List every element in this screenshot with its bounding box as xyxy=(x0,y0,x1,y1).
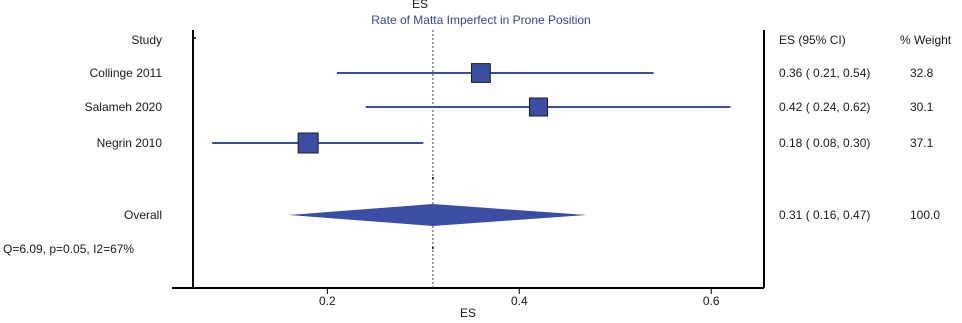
study-row: Salameh 2020 0.42 ( 0.24, 0.62) 30.1 xyxy=(85,97,934,117)
x-axis-ticks: 0.2 0.4 0.6 xyxy=(319,288,720,308)
x-tick-label: 0.4 xyxy=(511,294,528,308)
overall-weight-text: 100.0 xyxy=(910,208,940,222)
study-weight-text: 37.1 xyxy=(910,136,934,150)
x-axis-label: ES xyxy=(460,306,476,320)
study-name: Salameh 2020 xyxy=(85,100,163,114)
es-ci-column-header: ES (95% CI) xyxy=(779,33,846,47)
study-effect-marker xyxy=(297,132,319,154)
study-name: Negrin 2010 xyxy=(97,136,163,150)
heterogeneity-stats: Q=6.09, p=0.05, I2=67% xyxy=(3,242,134,256)
study-rows: Collinge 2011 0.36 ( 0.21, 0.54) 32.8 Salam… xyxy=(85,63,934,154)
weight-column-header: % Weight xyxy=(900,33,952,47)
study-ci-text: 0.36 ( 0.21, 0.54) xyxy=(779,66,870,80)
study-row: Collinge 2011 0.36 ( 0.21, 0.54) 32.8 xyxy=(90,63,934,83)
chart-title: Rate of Matta Imperfect in Prone Positio… xyxy=(371,13,590,27)
top-es-label: ES xyxy=(412,0,428,11)
study-name: Collinge 2011 xyxy=(90,66,163,80)
study-effect-marker xyxy=(470,63,491,83)
reference-dot xyxy=(431,247,434,249)
study-row: Negrin 2010 0.18 ( 0.08, 0.30) 37.1 xyxy=(97,132,934,154)
origin-dot xyxy=(194,37,196,39)
study-ci-text: 0.42 ( 0.24, 0.62) xyxy=(779,100,870,114)
study-weight-text: 32.8 xyxy=(910,66,934,80)
overall-ci-text: 0.31 ( 0.16, 0.47) xyxy=(779,208,870,222)
x-tick-label: 0.6 xyxy=(703,294,720,308)
x-tick-label: 0.2 xyxy=(319,294,336,308)
study-column-header: Study xyxy=(131,33,162,47)
overall-label: Overall xyxy=(124,208,162,222)
study-ci-text: 0.18 ( 0.08, 0.30) xyxy=(779,136,870,150)
study-weight-text: 30.1 xyxy=(910,100,934,114)
study-effect-marker xyxy=(528,97,548,117)
reference-dot xyxy=(431,177,434,179)
overall-diamond xyxy=(288,204,587,226)
